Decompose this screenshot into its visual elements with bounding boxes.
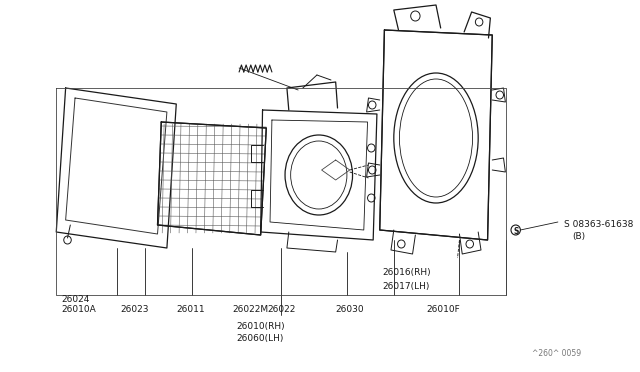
- Text: 26022M: 26022M: [232, 305, 269, 314]
- Text: 26030: 26030: [335, 305, 364, 314]
- Text: (B): (B): [572, 232, 585, 241]
- Text: 26010(RH): 26010(RH): [236, 322, 285, 331]
- Text: 26017(LH): 26017(LH): [383, 282, 430, 291]
- Text: S 08363-61638: S 08363-61638: [564, 220, 634, 229]
- Text: 26010A: 26010A: [61, 305, 96, 314]
- Text: 26024: 26024: [61, 295, 90, 304]
- Text: 26023: 26023: [120, 305, 148, 314]
- Text: S: S: [513, 227, 518, 235]
- Text: 26022: 26022: [268, 305, 296, 314]
- Text: 26016(RH): 26016(RH): [383, 268, 431, 277]
- Ellipse shape: [394, 73, 478, 203]
- Polygon shape: [157, 122, 266, 235]
- Text: 26011: 26011: [176, 305, 205, 314]
- Text: 26010F: 26010F: [427, 305, 460, 314]
- Text: ^260^ 0059: ^260^ 0059: [532, 349, 581, 358]
- Text: 26060(LH): 26060(LH): [236, 334, 284, 343]
